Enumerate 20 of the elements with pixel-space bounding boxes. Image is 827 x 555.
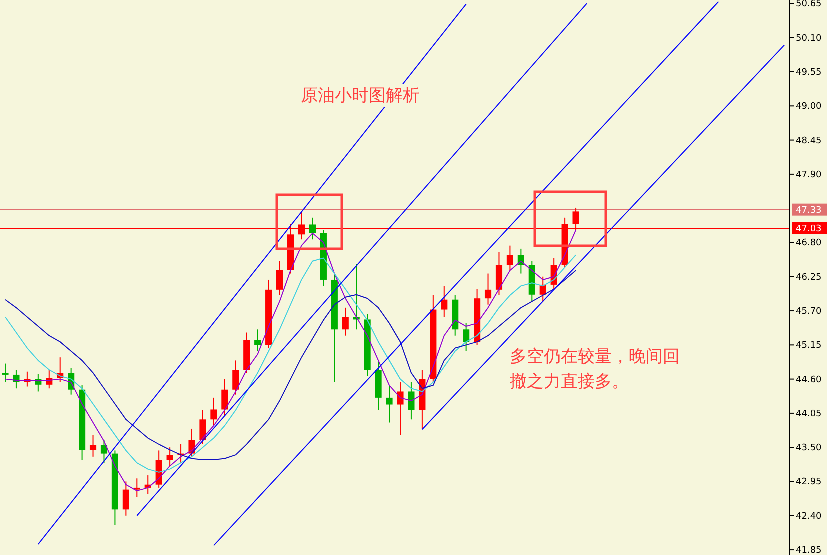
y-tick-label: 44.60 [796, 375, 822, 386]
y-tick-label: 46.25 [796, 272, 822, 283]
y-tick-label: 49.55 [796, 68, 822, 78]
y-tick-label: 45.70 [796, 307, 822, 318]
y-tick-label: 43.50 [796, 444, 822, 454]
y-tick-label: 50.10 [796, 34, 822, 44]
y-tick-label: 42.95 [796, 478, 822, 488]
y-tick-label: 45.15 [796, 341, 822, 352]
text: 原油小时图解析 [298, 84, 423, 107]
y-tick-label: 50.65 [796, 0, 822, 10]
ref-line-label: 47.33 [796, 206, 822, 216]
annotation: 多空仍在较量，晚间回撤之力直接多。 [510, 346, 680, 394]
y-tick-label: 44.05 [796, 409, 822, 420]
y-tick-label: 49.00 [796, 102, 822, 112]
ref-line-label: 47.03 [796, 224, 822, 234]
y-tick-label: 47.90 [796, 170, 822, 180]
y-tick-label: 46.80 [796, 238, 822, 249]
y-tick-label: 41.85 [796, 546, 822, 555]
y-tick-label: 42.40 [796, 512, 822, 522]
y-tick-label: 48.45 [796, 136, 822, 146]
